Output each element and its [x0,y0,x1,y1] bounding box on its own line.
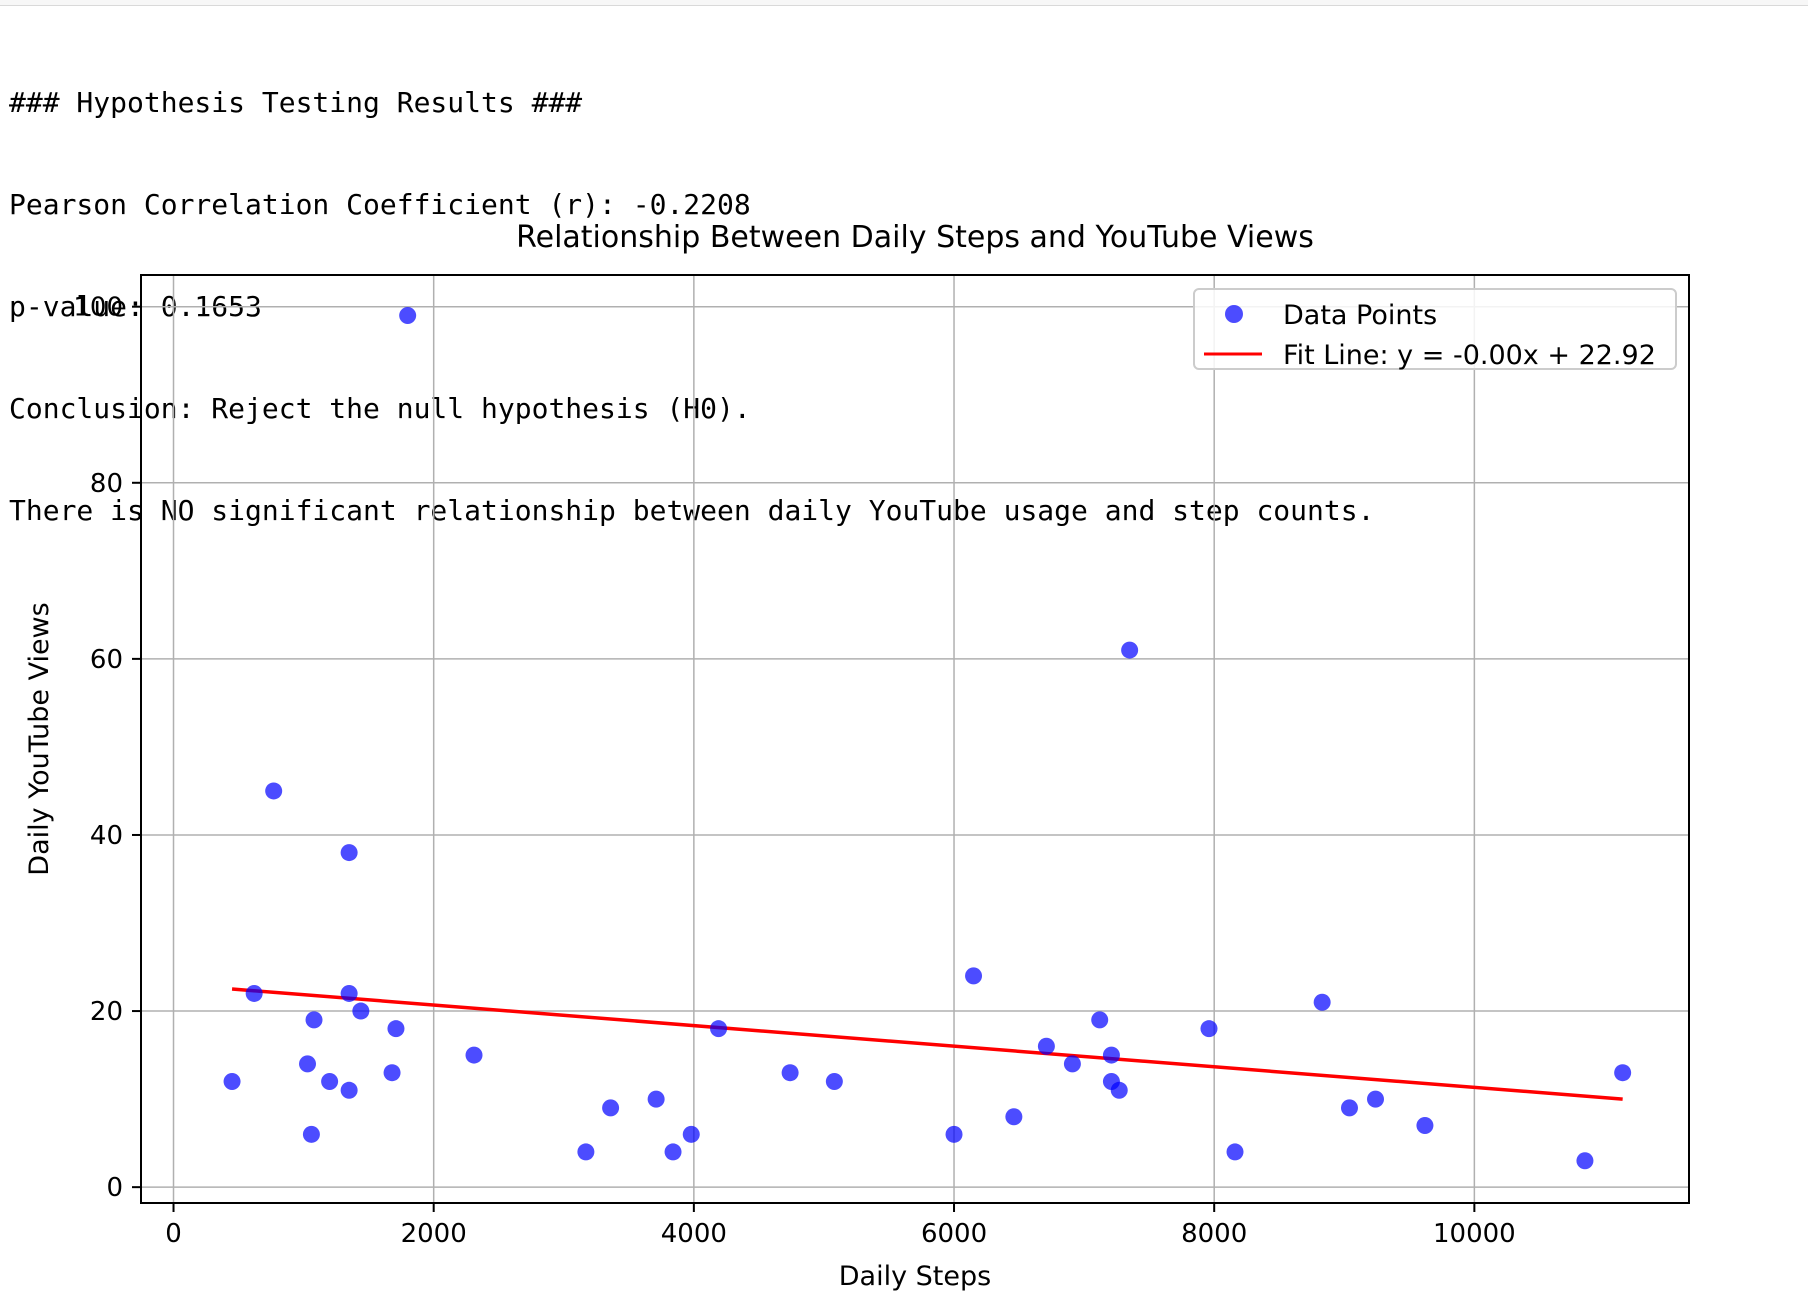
data-point [825,1072,843,1090]
x-tick-label: 2000 [401,1219,467,1249]
data-point [682,1125,700,1143]
data-point [1313,993,1331,1011]
fit-line [231,987,1623,1101]
x-tick-label: 8000 [1181,1219,1247,1249]
data-point [387,1020,405,1038]
data-point [1416,1117,1434,1135]
output-line-relationship: There is NO significant relationship bet… [9,494,1375,527]
data-point [245,984,263,1002]
data-point [1037,1037,1055,1055]
data-point [1005,1108,1023,1126]
legend-label-points: Data Points [1283,300,1437,331]
data-point [299,1055,317,1073]
legend-marker-points [1225,305,1243,323]
y-tick-label: 40 [90,821,123,851]
data-point [1102,1046,1120,1064]
data-point [321,1072,339,1090]
output-line-pearson: Pearson Correlation Coefficient (r): -0.… [9,188,751,221]
data-point [602,1099,620,1117]
x-tick-label: 4000 [661,1219,727,1249]
x-axis-ticks: 0 2000 4000 6000 8000 10000 [165,1203,1516,1249]
plot-frame [140,274,1690,1204]
output-line-conclusion: Conclusion: Reject the null hypothesis (… [9,392,751,425]
y-tick-label: 20 [90,997,123,1027]
x-tick-label: 0 [165,1219,182,1249]
legend-label-fit-line: Fit Line: y = -0.00x + 22.92 [1283,340,1656,371]
scatter-chart: Relationship Between Daily Steps and You… [24,220,1690,1292]
data-point [1226,1143,1244,1161]
cell-top-border [0,0,1808,6]
y-tick-label: 100 [73,293,123,323]
data-point [945,1125,963,1143]
data-point [1614,1064,1632,1082]
data-point [340,1081,358,1099]
data-point [352,1002,370,1020]
data-point [1063,1055,1081,1073]
data-point [305,1011,323,1029]
data-point [664,1143,682,1161]
chart-title: Relationship Between Daily Steps and You… [516,220,1314,255]
data-point [710,1020,728,1038]
data-point [340,984,358,1002]
x-tick-label: 10000 [1433,1219,1516,1249]
legend: Data Points Fit Line: y = -0.00x + 22.92 [1193,288,1677,371]
data-point [340,844,358,862]
data-point [1110,1081,1128,1099]
y-tick-label: 60 [90,645,123,675]
data-point [781,1064,799,1082]
data-point [1121,641,1139,659]
data-point [1200,1020,1218,1038]
data-point [399,307,417,325]
fit-line-layer [231,987,1623,1101]
data-point [1091,1011,1109,1029]
y-axis-label: Daily YouTube Views [24,602,55,875]
data-point [383,1064,401,1082]
grid [141,275,1689,1203]
data-point [465,1046,483,1064]
data-point [1576,1152,1594,1170]
data-point [265,782,283,800]
data-point [965,967,983,985]
y-tick-label: 0 [106,1173,123,1203]
text-output: ### Hypothesis Testing Results ### Pears… [9,18,1374,562]
data-point [577,1143,595,1161]
x-axis-label: Daily Steps [839,1261,991,1292]
output-line-header: ### Hypothesis Testing Results ### [9,86,583,119]
data-point [1366,1090,1384,1108]
data-point [223,1072,241,1090]
data-point [1340,1099,1358,1117]
data-point [302,1125,320,1143]
data-points [223,307,1632,1170]
y-tick-label: 80 [90,469,123,499]
legend-box [1193,288,1677,370]
data-point [647,1090,665,1108]
x-tick-label: 6000 [921,1219,987,1249]
y-axis-ticks: 0 20 40 60 80 100 [73,293,141,1203]
